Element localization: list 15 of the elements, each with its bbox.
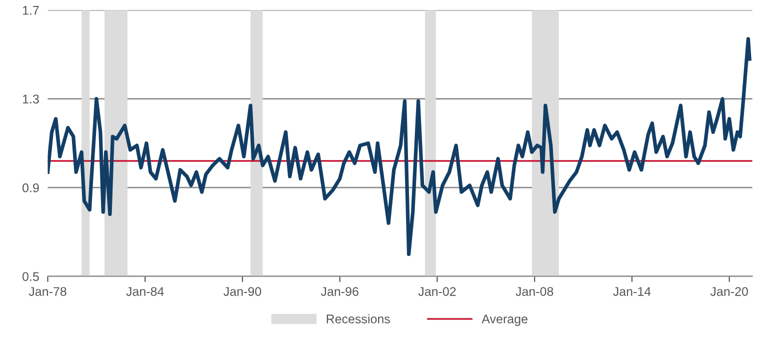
line-series bbox=[48, 37, 752, 256]
x-tick-label: Jan-84 bbox=[126, 287, 164, 296]
y-tick-label: 1.3 bbox=[22, 94, 39, 104]
x-tick-label: Jan-02 bbox=[418, 287, 456, 296]
x-tick-label: Jan-08 bbox=[516, 287, 554, 296]
y-tick-label: 1.7 bbox=[22, 6, 39, 15]
legend-label: Recessions bbox=[326, 314, 390, 324]
x-tick-label: Jan-90 bbox=[224, 287, 262, 296]
y-tick-label: 0.5 bbox=[22, 272, 39, 281]
legend-label: Average bbox=[482, 314, 528, 326]
x-tick-label: Jan-20 bbox=[710, 287, 748, 296]
y-tick-label: 0.9 bbox=[22, 183, 39, 192]
x-tick-label: Jan-96 bbox=[320, 287, 358, 296]
x-tick-label: Jan-78 bbox=[28, 287, 66, 296]
x-tick-label: Jan-14 bbox=[613, 287, 651, 296]
